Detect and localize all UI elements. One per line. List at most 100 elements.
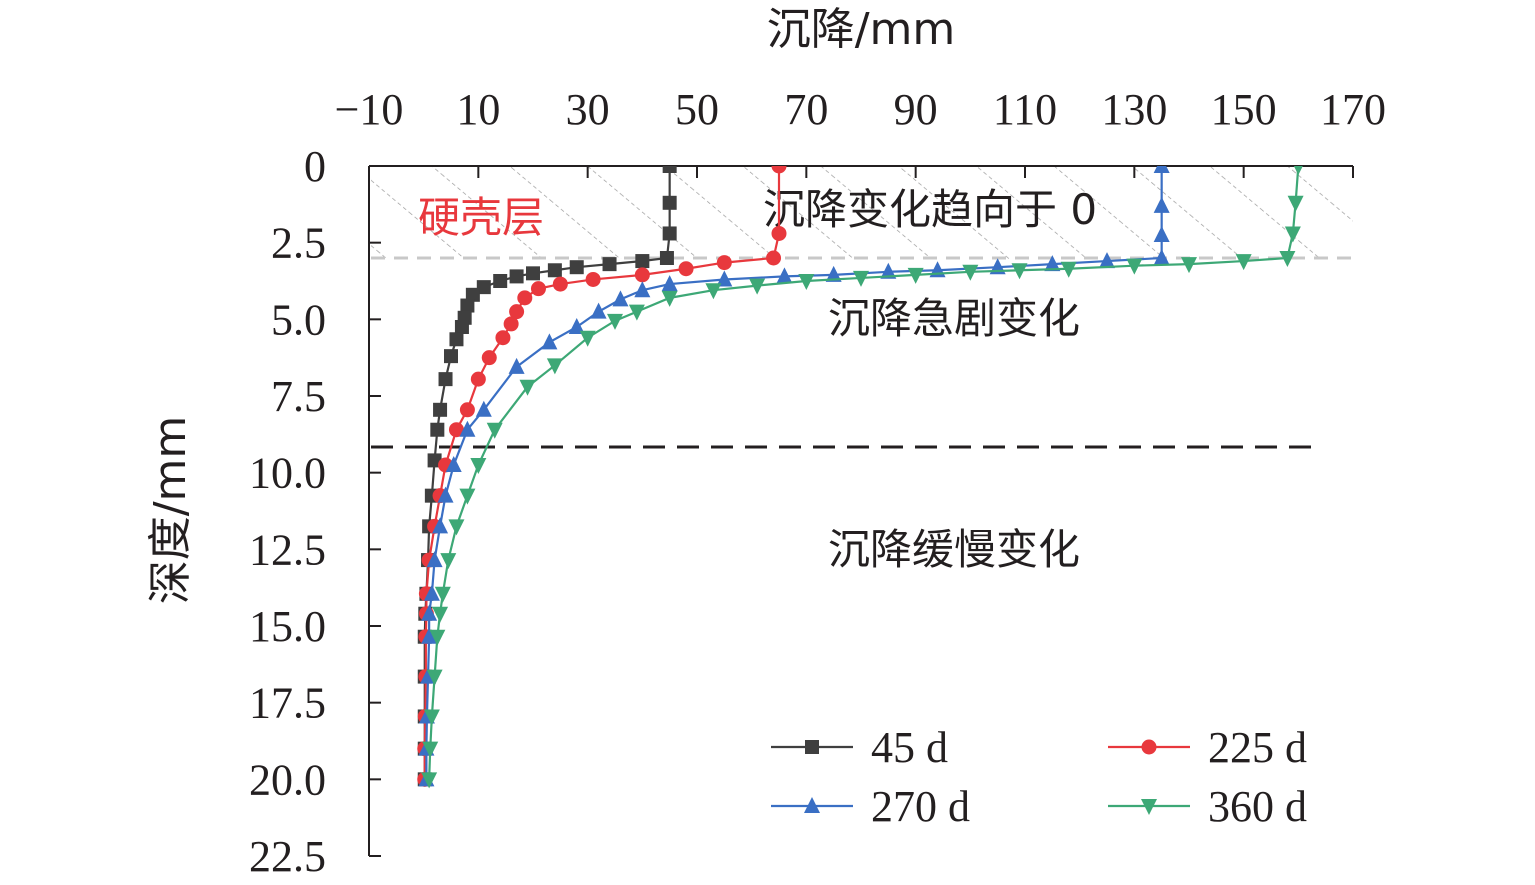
data-point	[771, 225, 787, 241]
data-point	[475, 400, 492, 417]
data-point	[634, 267, 650, 283]
data-point	[470, 371, 486, 387]
data-point	[430, 422, 445, 437]
data-point	[590, 302, 607, 319]
data-point	[628, 304, 645, 321]
data-point	[962, 264, 979, 281]
data-point	[585, 271, 601, 287]
legend: 45 d 225 d 270 d 360 d	[771, 723, 1307, 831]
y-tick-label: 7.5	[271, 372, 326, 421]
data-point	[547, 263, 562, 278]
data-point	[1153, 166, 1170, 173]
data-point	[517, 290, 533, 306]
data-point	[423, 709, 440, 726]
data-point	[716, 270, 733, 287]
data-point	[1287, 195, 1304, 212]
data-point	[662, 226, 677, 241]
legend-item: 360 d	[1108, 782, 1307, 831]
data-point	[1279, 251, 1296, 267]
y-tick-label: 12.5	[249, 525, 326, 574]
data-point	[1293, 166, 1303, 175]
data-point	[459, 420, 476, 437]
y-tick-label: 17.5	[249, 679, 326, 728]
y-tick-label: 5.0	[271, 295, 326, 344]
y-tick-label: 22.5	[249, 832, 326, 881]
x-tick-label: 70	[784, 85, 828, 134]
data-point	[662, 195, 677, 210]
data-point	[476, 280, 491, 295]
annotation-zone-mid: 沉降急剧变化	[828, 294, 1080, 343]
data-point	[1044, 255, 1061, 272]
data-point	[493, 274, 508, 288]
x-tick-label: 150	[1211, 85, 1277, 134]
data-point	[1235, 254, 1252, 271]
legend-item: 270 d	[771, 782, 970, 831]
data-point	[421, 772, 438, 789]
data-point	[429, 629, 446, 646]
data-point	[508, 357, 525, 374]
legend-label: 360 d	[1208, 782, 1307, 831]
data-point	[776, 267, 793, 284]
data-point	[541, 333, 558, 350]
data-point	[526, 266, 540, 281]
data-point	[579, 330, 596, 347]
x-tick-label: 130	[1101, 85, 1167, 134]
data-point	[1153, 196, 1170, 213]
data-point	[569, 260, 584, 275]
data-point	[495, 330, 511, 346]
legend-label: 45 d	[871, 723, 948, 772]
data-point	[1284, 226, 1301, 243]
data-point	[509, 269, 524, 284]
legend-label: 270 d	[871, 782, 970, 831]
data-point	[503, 316, 519, 332]
y-tick-label: 0	[304, 142, 326, 191]
data-point	[853, 270, 869, 287]
data-point	[459, 402, 475, 418]
data-point	[426, 551, 443, 568]
data-point	[438, 372, 453, 387]
legend-label: 225 d	[1208, 723, 1307, 772]
data-point	[568, 318, 585, 334]
x-axis-title: 沉降/mm	[767, 4, 956, 55]
data-point	[519, 379, 536, 396]
data-point	[422, 741, 439, 758]
data-point	[1153, 226, 1170, 242]
data-point	[433, 402, 448, 417]
data-point	[716, 255, 732, 271]
data-point	[1099, 252, 1115, 269]
data-point	[1060, 261, 1077, 278]
data-point	[427, 453, 442, 468]
data-point	[421, 604, 438, 621]
annotation-crust: 硬壳层	[418, 193, 544, 242]
data-point	[459, 488, 476, 505]
x-tick-label: 30	[566, 85, 610, 134]
data-point	[444, 349, 458, 364]
data-point	[509, 304, 525, 320]
legend-item: 225 d	[1108, 723, 1307, 772]
data-point	[661, 275, 678, 292]
y-tick-label: 10.0	[249, 449, 326, 498]
data-point	[771, 166, 787, 174]
data-point	[880, 262, 897, 279]
data-point	[749, 278, 766, 295]
data-point	[602, 257, 617, 272]
x-tick-label: −10	[335, 85, 404, 134]
data-point	[437, 486, 454, 503]
data-point	[440, 553, 457, 570]
data-point	[454, 320, 469, 334]
data-point	[661, 290, 678, 307]
data-point	[486, 422, 503, 439]
y-tick-label: 20.0	[249, 755, 326, 804]
data-point	[612, 290, 629, 307]
x-tick-label: 90	[894, 85, 938, 134]
data-point	[421, 627, 438, 644]
data-point	[546, 358, 563, 375]
data-point	[825, 265, 842, 282]
annotation-zone-low: 沉降缓慢变化	[828, 525, 1080, 574]
y-tick-label: 15.0	[249, 602, 326, 651]
data-point	[552, 276, 568, 292]
axes: −10 10 30 50 70 90 110 130 150 170 0 2.5 5.0 7.5 10.0 1…	[249, 85, 1386, 881]
data-point	[635, 254, 650, 269]
data-point	[659, 251, 674, 265]
